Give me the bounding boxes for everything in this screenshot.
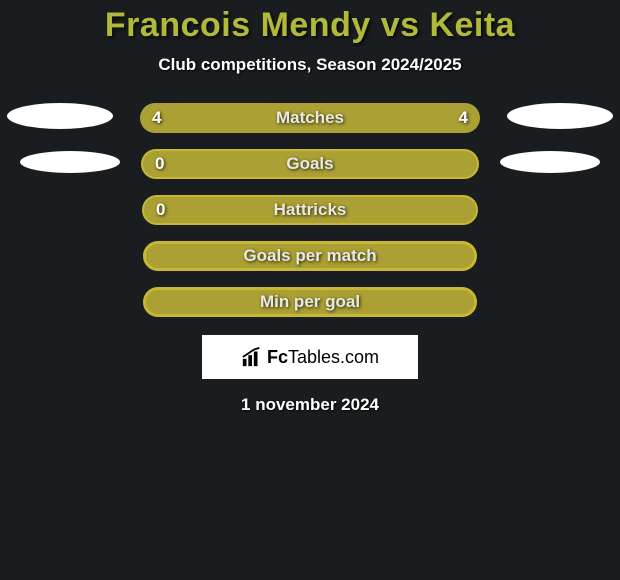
brand-text-rest: Tables.com (288, 347, 379, 367)
stat-value-left: 4 (152, 108, 161, 128)
stat-row-goals: 0 Goals (0, 149, 620, 179)
chart-icon (241, 346, 263, 368)
stat-value-right: 4 (459, 108, 468, 128)
stat-label: Hattricks (274, 200, 347, 220)
brand-text-bold: Fc (267, 347, 288, 367)
stat-label: Matches (276, 108, 344, 128)
brand-badge[interactable]: FcTables.com (202, 335, 418, 379)
stat-row-hattricks: 0 Hattricks (0, 195, 620, 225)
stat-row-matches: 4 Matches 4 (0, 103, 620, 133)
comparison-card: Francois Mendy vs Keita Club competition… (0, 0, 620, 415)
stat-bar: 4 Matches 4 (140, 103, 480, 133)
stat-bar: Goals per match (143, 241, 477, 271)
snapshot-date: 1 november 2024 (241, 395, 379, 415)
stat-label: Goals per match (243, 246, 376, 266)
stat-value-left: 0 (156, 200, 165, 220)
stat-label: Min per goal (260, 292, 360, 312)
stat-label: Goals (286, 154, 333, 174)
page-subtitle: Club competitions, Season 2024/2025 (158, 55, 461, 75)
comparison-rows: 4 Matches 4 0 Goals 0 Hattricks Goals pe… (0, 103, 620, 317)
stat-value-left: 0 (155, 154, 164, 174)
stat-bar: Min per goal (143, 287, 477, 317)
stat-bar: 0 Hattricks (142, 195, 478, 225)
stat-row-goals-per-match: Goals per match (0, 241, 620, 271)
page-title: Francois Mendy vs Keita (105, 6, 515, 45)
stat-row-min-per-goal: Min per goal (0, 287, 620, 317)
brand-text: FcTables.com (267, 347, 379, 368)
stat-bar: 0 Goals (141, 149, 479, 179)
